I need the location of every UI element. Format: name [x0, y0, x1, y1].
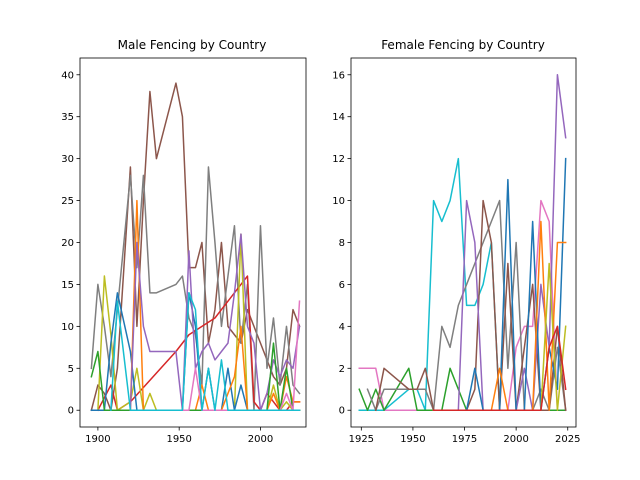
female-y-tick-label: 0 [339, 406, 345, 417]
female-y-tick-label: 4 [339, 322, 345, 333]
female-y-tick-label: 2 [339, 364, 345, 375]
male-y-tick-label: 5 [68, 364, 74, 375]
male-series-line-1 [90, 166, 301, 411]
male-series-line-9 [110, 292, 301, 412]
male-series-line-2 [96, 275, 301, 412]
female-axes-frame [350, 57, 577, 428]
male-x-tick-label: 1950 [166, 434, 191, 445]
female-series-line-9 [432, 325, 567, 411]
female-fencing-axes: Female Fencing by Country 1925 1950 1975 20… [332, 38, 580, 445]
male-chart-title: Male Fencing by Country [118, 38, 267, 52]
male-y-tick-label: 10 [61, 322, 74, 333]
male-y-tick-label: 0 [68, 406, 74, 417]
female-series-group [358, 74, 567, 412]
female-chart-title: Female Fencing by Country [381, 38, 545, 52]
female-y-tick-label: 10 [332, 196, 345, 207]
male-y-tick-label: 40 [61, 70, 74, 81]
female-y-tick-label: 8 [339, 238, 345, 249]
female-y-tick-label: 16 [332, 70, 345, 81]
female-ticks-group: 1925 1950 1975 2000 2025 0 2 4 6 8 10 12 14 16 [332, 70, 580, 445]
female-x-tick-label: 1975 [452, 434, 477, 445]
female-y-tick-label: 12 [332, 154, 345, 165]
female-x-tick-label: 2000 [503, 434, 528, 445]
female-y-tick-label: 14 [332, 112, 345, 123]
male-x-tick-label: 2000 [248, 434, 273, 445]
female-x-tick-label: 1925 [349, 434, 374, 445]
male-axes-frame [79, 57, 307, 428]
male-y-tick-label: 25 [61, 196, 74, 207]
male-x-tick-label: 1900 [85, 434, 110, 445]
male-series-line-6 [129, 233, 301, 412]
female-y-tick-label: 6 [339, 280, 345, 291]
male-fencing-axes: Male Fencing by Country 1900 1950 2000 0 5 10… [61, 38, 307, 445]
male-y-tick-label: 35 [61, 112, 74, 123]
female-x-tick-label: 2025 [555, 434, 580, 445]
male-ticks-group: 1900 1950 2000 0 5 10 15 20 25 30 35 40 [61, 70, 273, 445]
male-y-tick-label: 20 [61, 238, 74, 249]
male-y-tick-label: 30 [61, 154, 74, 165]
male-series-group [90, 82, 301, 412]
female-x-tick-label: 1950 [400, 434, 425, 445]
male-y-tick-label: 15 [61, 280, 74, 291]
